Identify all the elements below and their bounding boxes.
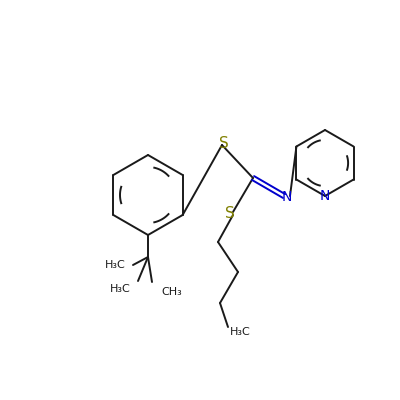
- Text: S: S: [225, 206, 235, 220]
- Text: S: S: [219, 136, 229, 152]
- Text: H₃C: H₃C: [105, 260, 125, 270]
- Text: N: N: [282, 190, 292, 204]
- Text: H₃C: H₃C: [110, 284, 130, 294]
- Text: CH₃: CH₃: [162, 287, 182, 297]
- Text: N: N: [320, 189, 330, 203]
- Text: H₃C: H₃C: [230, 327, 250, 337]
